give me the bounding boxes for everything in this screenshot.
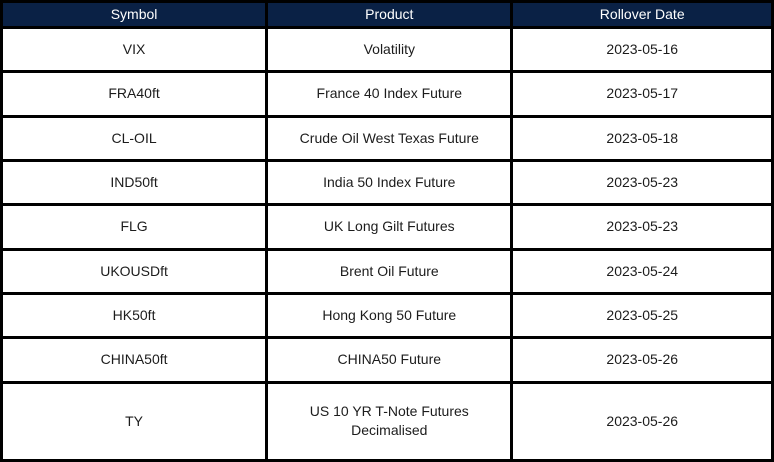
table-row: CL-OIL Crude Oil West Texas Future 2023-05… xyxy=(3,117,771,159)
table-row: HK50ft Hong Kong 50 Future 2023-05-25 xyxy=(3,294,771,337)
cell-symbol: TY xyxy=(3,383,266,459)
cell-product: US 10 YR T-Note Futures Decimalised xyxy=(268,383,511,459)
cell-product: France 40 Index Future xyxy=(268,73,511,115)
cell-symbol: CL-OIL xyxy=(3,117,266,159)
cell-product: Hong Kong 50 Future xyxy=(268,294,511,337)
table-row: CHINA50ft CHINA50 Future 2023-05-26 xyxy=(3,339,771,381)
table-header-row: Symbol Product Rollover Date xyxy=(3,3,771,26)
column-header-rollover-date: Rollover Date xyxy=(513,3,771,26)
cell-symbol: IND50ft xyxy=(3,161,266,204)
cell-rollover-date: 2023-05-25 xyxy=(513,294,771,337)
cell-rollover-date: 2023-05-26 xyxy=(513,339,771,381)
cell-symbol: HK50ft xyxy=(3,294,266,337)
table-row: FRA40ft France 40 Index Future 2023-05-17 xyxy=(3,73,771,115)
cell-symbol: VIX xyxy=(3,28,266,71)
column-header-symbol: Symbol xyxy=(3,3,266,26)
column-header-product: Product xyxy=(268,3,511,26)
cell-rollover-date: 2023-05-18 xyxy=(513,117,771,159)
cell-rollover-date: 2023-05-16 xyxy=(513,28,771,71)
cell-symbol: FLG xyxy=(3,206,266,248)
cell-product: Crude Oil West Texas Future xyxy=(268,117,511,159)
cell-rollover-date: 2023-05-23 xyxy=(513,161,771,204)
cell-rollover-date: 2023-05-23 xyxy=(513,206,771,248)
cell-symbol: UKOUSDft xyxy=(3,250,266,292)
cell-product: UK Long Gilt Futures xyxy=(268,206,511,248)
cell-product: Brent Oil Future xyxy=(268,250,511,292)
cell-symbol: CHINA50ft xyxy=(3,339,266,381)
cell-product: CHINA50 Future xyxy=(268,339,511,381)
cell-rollover-date: 2023-05-24 xyxy=(513,250,771,292)
table-row: FLG UK Long Gilt Futures 2023-05-23 xyxy=(3,206,771,248)
table-row: IND50ft India 50 Index Future 2023-05-23 xyxy=(3,161,771,204)
table-row: VIX Volatility 2023-05-16 xyxy=(3,28,771,71)
table-row: TY US 10 YR T-Note Futures Decimalised 202… xyxy=(3,383,771,459)
cell-symbol: FRA40ft xyxy=(3,73,266,115)
cell-product: India 50 Index Future xyxy=(268,161,511,204)
cell-rollover-date: 2023-05-26 xyxy=(513,383,771,459)
cell-product: Volatility xyxy=(268,28,511,71)
table-row: UKOUSDft Brent Oil Future 2023-05-24 xyxy=(3,250,771,292)
cell-rollover-date: 2023-05-17 xyxy=(513,73,771,115)
